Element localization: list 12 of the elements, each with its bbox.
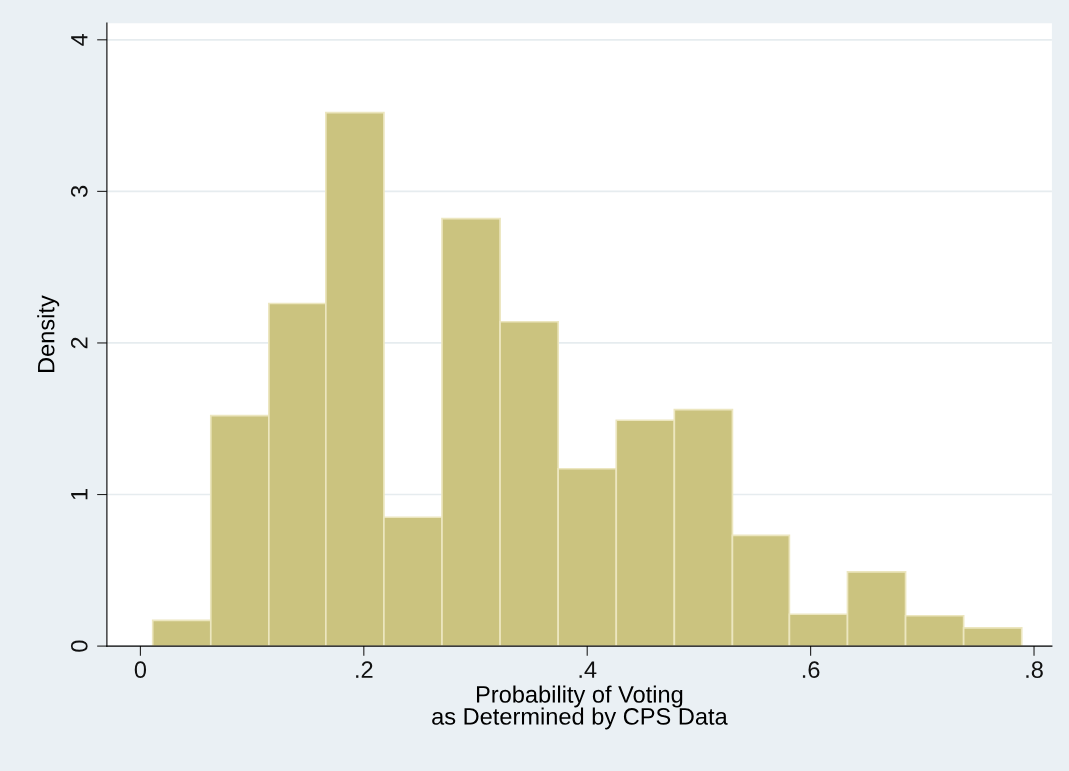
y-tick-label: 1 (71, 489, 88, 500)
x-axis-title: Probability of Voting as Determined by CPS Data (432, 685, 728, 730)
x-tick-label: 0 (134, 661, 147, 679)
x-tick-label: .8 (1026, 661, 1043, 679)
y-tick-label: 2 (70, 337, 88, 349)
x-tick-label: .2 (356, 661, 373, 678)
y-axis-title: Density (37, 295, 60, 373)
y-tick-label: 3 (70, 185, 88, 198)
y-tick-label: 0 (70, 640, 88, 652)
y-tick-label: 4 (71, 33, 88, 46)
x-tick-label: .4 (579, 661, 597, 678)
x-tick-label: .6 (802, 661, 820, 679)
